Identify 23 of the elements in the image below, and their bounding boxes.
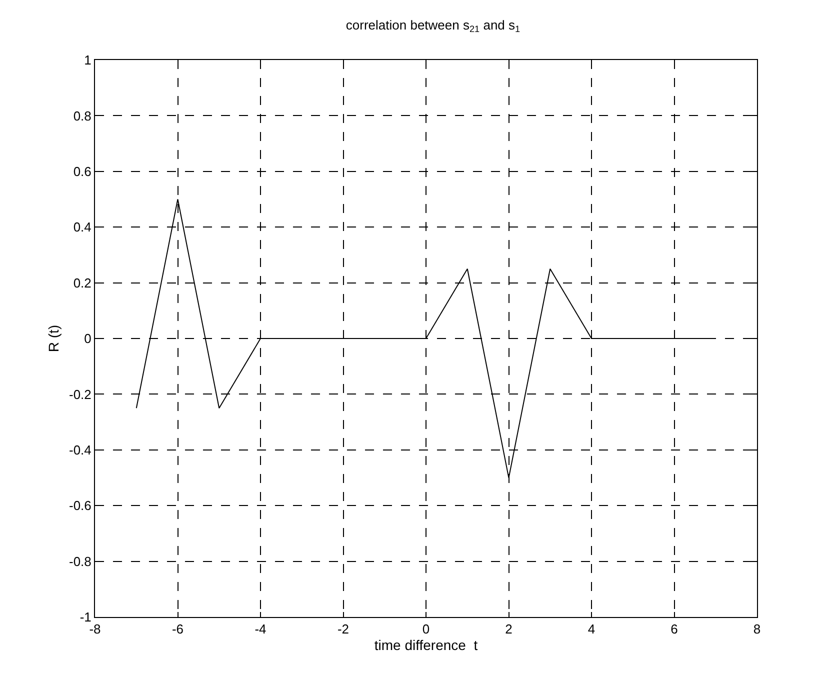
y-tick-label: -0.6 (68, 498, 92, 514)
y-tick-label: 0 (84, 331, 92, 346)
y-tick-label: -0.2 (68, 386, 92, 402)
x-tick-label: 0 (422, 622, 430, 637)
x-tick-label: -8 (89, 622, 101, 637)
y-tick-label: 1 (84, 52, 92, 68)
y-tick-label: -0.8 (68, 554, 92, 569)
y-tick-label: 0.6 (73, 164, 92, 179)
x-tick-label: -6 (172, 622, 184, 637)
x-tick-label: 2 (505, 622, 512, 637)
y-axis-title: R (t) (46, 324, 62, 352)
y-tick-label: -1 (80, 610, 92, 625)
y-tick-label: -0.4 (68, 442, 92, 458)
x-tick-label: -4 (254, 622, 266, 637)
y-tick-label: 0.4 (73, 220, 92, 235)
y-tick-label: 0.8 (73, 108, 92, 124)
chart-title: correlation between s$_{21}$ and s$_{1}$ (346, 17, 520, 34)
x-tick-label: 4 (588, 622, 596, 637)
x-tick-label: 6 (670, 622, 678, 637)
x-axis-title: time difference t (374, 636, 478, 653)
x-tick-label: 8 (753, 622, 761, 637)
x-tick-label: -2 (337, 622, 350, 637)
y-tick-label: 0.2 (73, 275, 92, 290)
